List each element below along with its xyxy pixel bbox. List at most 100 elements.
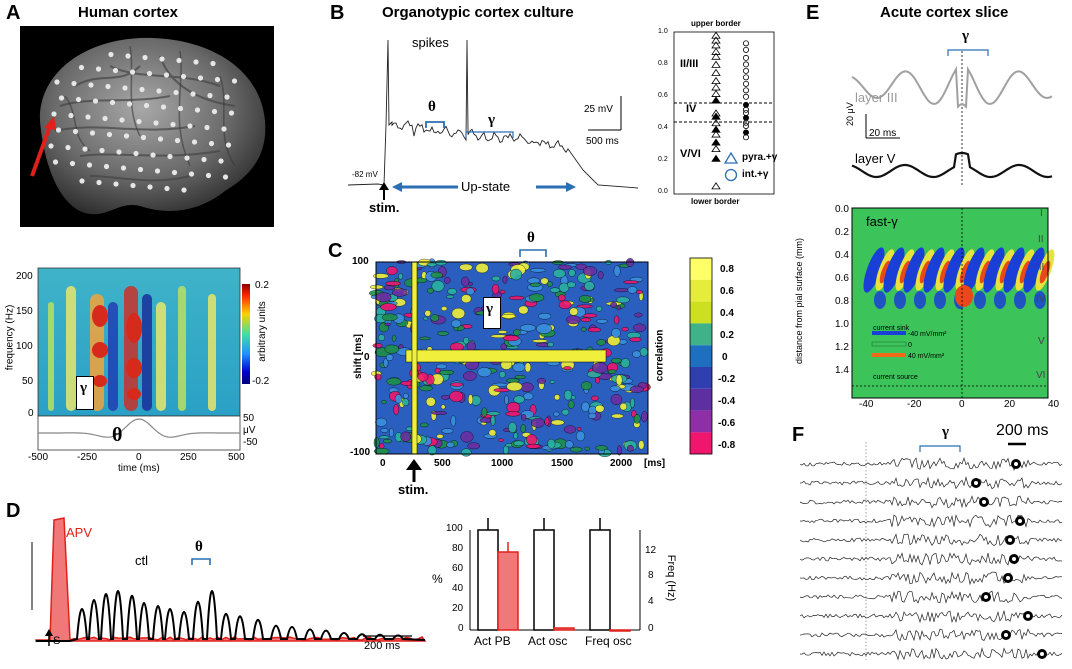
f-end-dot-center	[1012, 557, 1016, 561]
f-end-dot-center	[1004, 633, 1008, 637]
int-point	[743, 119, 750, 126]
corr-blob	[435, 363, 447, 369]
f-end-dot-center	[1026, 614, 1030, 618]
corr-blob	[447, 288, 457, 295]
corr-blob	[597, 271, 604, 280]
electrode-dot	[103, 163, 110, 170]
int-point	[743, 106, 750, 113]
d-bar-ytick: 0	[458, 623, 464, 634]
corr-blob	[615, 374, 623, 386]
a-ytick: 150	[16, 306, 33, 317]
electrode-dot	[119, 117, 125, 123]
corr-blob	[444, 276, 451, 284]
corr-blob	[595, 445, 608, 451]
e-layer-label: IV	[1036, 294, 1046, 305]
corr-blob	[498, 438, 504, 442]
corr-blob	[375, 417, 388, 427]
corr-blob	[461, 276, 470, 287]
e-gamma: γ	[962, 28, 970, 44]
c-xtick: 1500	[551, 458, 574, 469]
c-xtick: 2000	[610, 458, 633, 469]
electrode-dot	[72, 128, 79, 135]
e-layer-label: III	[1036, 262, 1045, 273]
f-end-dot-center	[982, 500, 986, 504]
panel-d-trace	[31, 517, 427, 646]
corr-blob	[381, 313, 398, 322]
int-point	[743, 93, 750, 100]
corr-blob	[425, 397, 436, 407]
corr-blob	[384, 322, 391, 327]
corr-blob	[630, 397, 635, 408]
f-trace	[799, 456, 1063, 472]
electrode-dot	[88, 82, 94, 88]
c-ylabel: shift [ms]	[353, 334, 364, 379]
c-cbar-tick: -0.8	[718, 440, 736, 451]
pyra-point	[711, 68, 721, 76]
electrode-dot	[82, 146, 88, 152]
pyra-point	[711, 182, 721, 190]
f-end-dot-center	[974, 481, 978, 485]
corr-blob	[549, 380, 556, 384]
e-layer5: layer V	[855, 151, 896, 166]
e-xtick: -20	[907, 399, 922, 410]
a-xtick: -500	[28, 452, 49, 463]
corr-blob	[581, 401, 590, 413]
bar-apv	[609, 629, 631, 632]
corr-blob	[400, 431, 412, 442]
corr-blob	[389, 427, 394, 438]
panel-b-layer-plot	[673, 31, 775, 195]
csd-sink	[963, 247, 985, 293]
c-xtick: 0	[380, 458, 386, 469]
electrode-dot	[133, 150, 139, 157]
f-trace	[799, 571, 1063, 586]
corr-blob	[499, 371, 506, 379]
d-theta: θ	[195, 539, 203, 555]
electrode-dot	[122, 85, 128, 91]
e-xtick: 0	[959, 399, 965, 410]
e-xtick: 40	[1048, 399, 1060, 410]
corr-blob	[632, 350, 641, 358]
panel-c-correlogram	[369, 258, 651, 457]
electrode-dot	[153, 120, 159, 126]
panel-b-title: Organotypic cortex culture	[382, 4, 574, 21]
a-ytick: 0	[28, 408, 34, 419]
corr-blob	[627, 286, 638, 294]
b-resting: -82 mV	[352, 170, 378, 179]
electrode-dot	[171, 169, 178, 176]
corr-blob	[634, 312, 643, 318]
corr-blob	[569, 307, 579, 316]
f-scale: 200 ms	[996, 422, 1049, 439]
corr-blob	[467, 394, 474, 405]
f-trace	[799, 628, 1063, 642]
corr-blob	[508, 295, 525, 300]
corr-blob	[554, 394, 561, 401]
electrode-dot	[92, 98, 99, 104]
electrode-dot	[207, 92, 213, 99]
corr-blob	[497, 330, 508, 334]
d-bar-rtick: 0	[648, 623, 654, 634]
electrode-dot	[125, 53, 131, 59]
corr-blob	[503, 335, 520, 342]
c-theta-bracket	[519, 249, 547, 257]
electrode-dot	[174, 137, 181, 144]
corr-blob	[633, 414, 641, 424]
corr-blob	[491, 275, 501, 282]
panel-a-letter: A	[6, 2, 21, 24]
corr-blob	[568, 269, 576, 277]
corr-blob	[502, 275, 508, 284]
e-ytick: 0.6	[835, 273, 849, 284]
panel-a-theta-trace	[37, 415, 241, 451]
corr-blob	[619, 402, 627, 411]
b-layer-4: IV	[686, 103, 697, 115]
corr-blob	[513, 329, 521, 336]
electrode-dot	[146, 70, 153, 77]
corr-blob	[460, 448, 472, 457]
electrode-dot	[222, 174, 229, 180]
electrode-dot	[208, 140, 215, 147]
corr-blob	[626, 444, 634, 452]
b-legend-int: int.+γ	[742, 169, 769, 180]
panel-c-letter: C	[328, 240, 343, 262]
electrode-dot	[78, 64, 85, 71]
electrode-dot	[112, 67, 119, 74]
csd-source	[919, 260, 931, 284]
